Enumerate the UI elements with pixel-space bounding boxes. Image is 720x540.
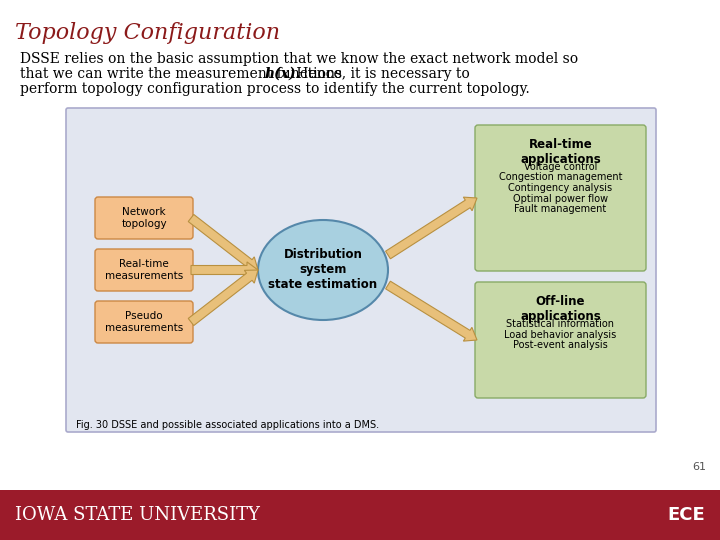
Text: Statistical information: Statistical information [506,319,614,329]
Text: Contingency analysis: Contingency analysis [508,183,613,193]
Polygon shape [386,197,477,259]
Ellipse shape [258,220,388,320]
FancyBboxPatch shape [475,125,646,271]
Text: Hence, it is necessary to: Hence, it is necessary to [292,67,469,81]
Bar [0,490,720,540]
Polygon shape [188,214,258,270]
Polygon shape [386,281,477,341]
Text: Distribution
system
state estimation: Distribution system state estimation [269,248,377,292]
Text: that we can write the measurement functions: that we can write the measurement functi… [20,67,346,81]
Text: IOWA STATE UNIVERSITY: IOWA STATE UNIVERSITY [15,506,260,524]
Text: Fig. 30 DSSE and possible associated applications into a DMS.: Fig. 30 DSSE and possible associated app… [76,420,379,430]
FancyBboxPatch shape [95,249,193,291]
Text: Real-time
measurements: Real-time measurements [105,259,183,281]
Text: Off-line
applications: Off-line applications [520,295,601,323]
Text: 61: 61 [692,462,706,472]
Polygon shape [191,262,258,278]
Text: DSSE relies on the basic assumption that we know the exact network model so: DSSE relies on the basic assumption that… [20,52,578,66]
FancyBboxPatch shape [475,282,646,398]
Text: Post-event analysis: Post-event analysis [513,340,608,350]
FancyBboxPatch shape [95,197,193,239]
Text: Load behavior analysis: Load behavior analysis [505,329,616,340]
Text: Voltage control: Voltage control [524,162,597,172]
FancyBboxPatch shape [66,108,656,432]
Polygon shape [188,270,258,326]
Text: Congestion management: Congestion management [499,172,622,183]
Text: Network
topology: Network topology [121,207,167,229]
Text: h(x).: h(x). [264,67,301,81]
Text: Optimal power flow: Optimal power flow [513,193,608,204]
Text: Fault management: Fault management [514,204,607,214]
Text: Pseudo
measurements: Pseudo measurements [105,311,183,333]
Text: ECE: ECE [667,506,705,524]
Text: Topology Configuration: Topology Configuration [15,22,280,44]
FancyBboxPatch shape [95,301,193,343]
Text: perform topology configuration process to identify the current topology.: perform topology configuration process t… [20,82,530,96]
Text: Real-time
applications: Real-time applications [520,138,601,166]
